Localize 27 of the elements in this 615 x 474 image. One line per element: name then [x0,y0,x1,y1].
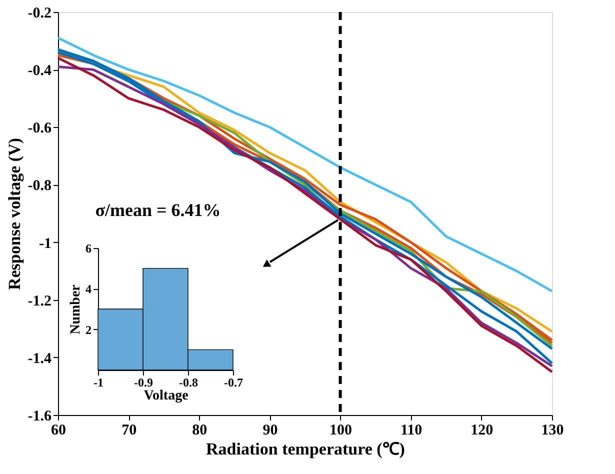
x-tick-label: 60 [51,422,66,438]
x-axis-title: Voltage [144,388,188,404]
y-tick-label: -0.4 [28,63,52,80]
y-tick-label: -1.2 [28,293,52,310]
x-tick-label: 110 [400,422,422,438]
y-tick-label: -1 [39,236,52,252]
y-axis-title: Response voltage (V) [4,138,24,290]
x-tick-label: 100 [330,422,352,438]
y-axis-title: Number [68,284,84,334]
x-tick-label: -0.7 [224,376,243,390]
x-tick-label: -0.8 [179,376,198,390]
y-tick-label: -1.6 [28,408,52,424]
y-tick-label: 6 [86,242,92,256]
y-tick-label: 4 [86,282,92,296]
y-tick-label: -0.2 [28,6,52,22]
x-tick-label: 120 [470,422,494,438]
y-tick-label: -1.4 [28,350,52,367]
x-axis-title: Radiation temperature (℃) [206,440,405,458]
x-tick-label: 90 [262,422,278,438]
annotation: σ/mean = 6.41% [95,200,221,220]
y-tick-label: 2 [86,322,92,337]
x-tick-label: -0.9 [134,376,153,390]
y-tick-label: -0.6 [28,120,52,137]
x-tick-label: 80 [192,422,208,438]
x-tick-label: 70 [122,422,137,438]
y-tick-label: -0.8 [28,178,52,194]
x-tick-label: 130 [541,422,564,438]
